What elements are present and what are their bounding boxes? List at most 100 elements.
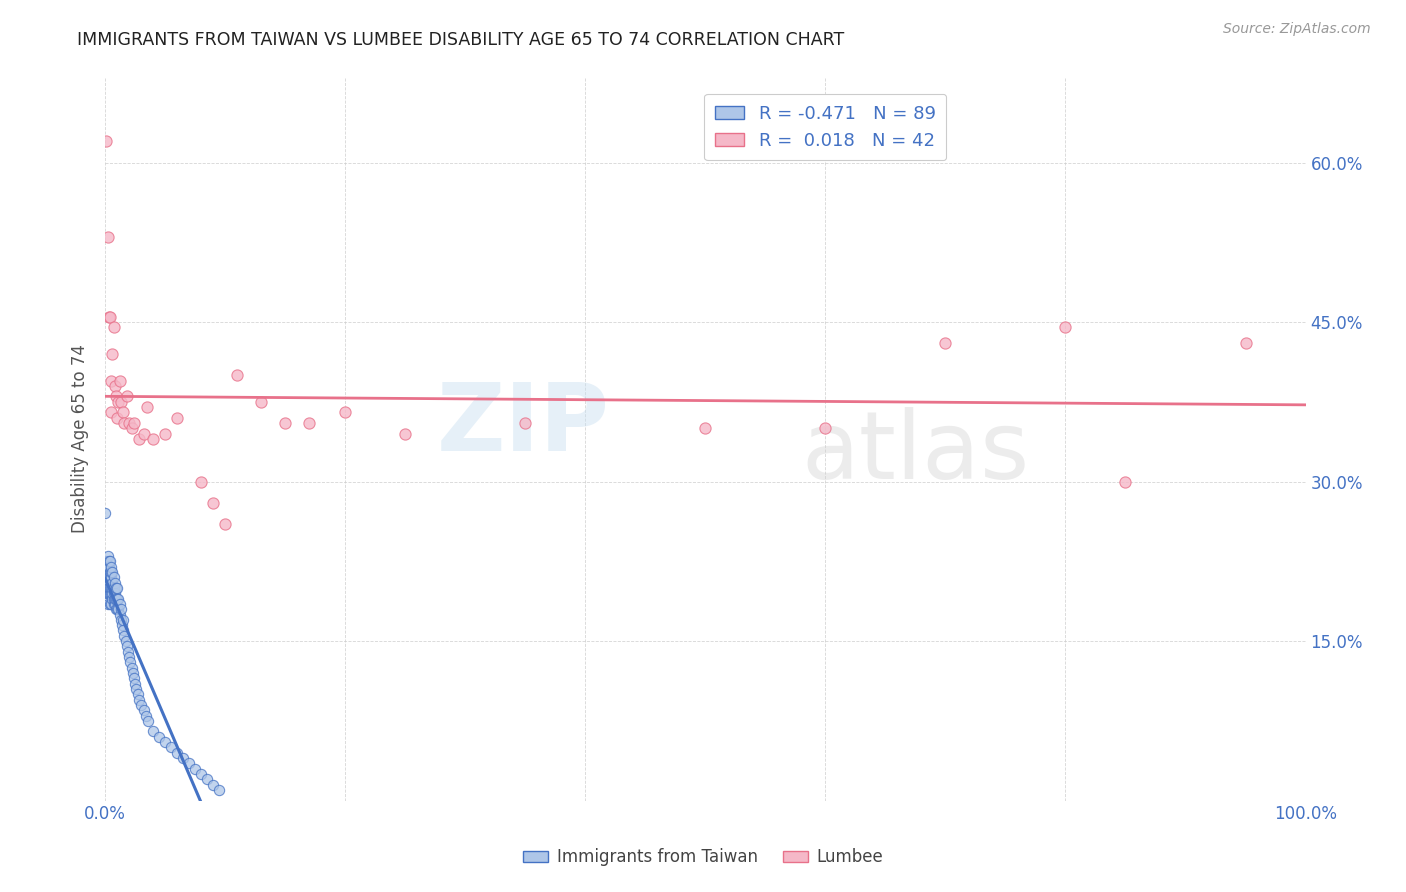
Point xyxy=(111,618,134,632)
Point xyxy=(118,416,141,430)
Point xyxy=(97,559,120,574)
Point xyxy=(103,597,125,611)
Point xyxy=(190,475,212,489)
Point xyxy=(101,581,124,595)
Point xyxy=(96,586,118,600)
Point xyxy=(155,426,177,441)
Point xyxy=(98,586,121,600)
Point xyxy=(515,416,537,430)
Point xyxy=(226,368,249,383)
Point xyxy=(97,581,120,595)
Point xyxy=(250,394,273,409)
Point xyxy=(112,629,135,643)
Point xyxy=(104,586,127,600)
Point xyxy=(98,597,121,611)
Point xyxy=(105,591,128,606)
Point xyxy=(104,575,127,590)
Point xyxy=(96,565,118,579)
Point xyxy=(132,703,155,717)
Point xyxy=(105,581,128,595)
Point xyxy=(132,426,155,441)
Point xyxy=(107,602,129,616)
Text: Source: ZipAtlas.com: Source: ZipAtlas.com xyxy=(1223,22,1371,37)
Point xyxy=(100,374,122,388)
Point xyxy=(120,656,142,670)
Point xyxy=(103,570,125,584)
Point xyxy=(97,554,120,568)
Point xyxy=(97,570,120,584)
Point xyxy=(118,650,141,665)
Point xyxy=(104,591,127,606)
Point xyxy=(128,432,150,446)
Point xyxy=(97,559,120,574)
Point xyxy=(179,756,201,771)
Point xyxy=(96,559,118,574)
Point xyxy=(160,740,183,755)
Point xyxy=(101,347,124,361)
Point xyxy=(121,421,143,435)
Point xyxy=(97,230,120,244)
Point xyxy=(101,565,124,579)
Point xyxy=(129,698,152,712)
Point xyxy=(202,496,225,510)
Point xyxy=(136,400,159,414)
Point xyxy=(125,681,148,696)
Point xyxy=(122,416,145,430)
Point xyxy=(208,783,231,797)
Point xyxy=(98,310,121,324)
Point xyxy=(97,586,120,600)
Point xyxy=(100,581,122,595)
Text: atlas: atlas xyxy=(801,408,1029,500)
Point xyxy=(112,624,135,638)
Point xyxy=(110,394,132,409)
Point xyxy=(97,597,120,611)
Point xyxy=(105,591,128,606)
Legend: Immigrants from Taiwan, Lumbee: Immigrants from Taiwan, Lumbee xyxy=(516,842,890,873)
Point xyxy=(394,426,416,441)
Text: IMMIGRANTS FROM TAIWAN VS LUMBEE DISABILITY AGE 65 TO 74 CORRELATION CHART: IMMIGRANTS FROM TAIWAN VS LUMBEE DISABIL… xyxy=(77,31,845,49)
Point xyxy=(97,581,120,595)
Point xyxy=(814,421,837,435)
Point xyxy=(114,634,136,648)
Point xyxy=(96,575,118,590)
Point xyxy=(934,336,956,351)
Point xyxy=(195,772,218,787)
Point xyxy=(115,389,138,403)
Point xyxy=(135,708,157,723)
Text: ZIP: ZIP xyxy=(436,378,609,471)
Point xyxy=(142,432,165,446)
Point xyxy=(127,687,149,701)
Point xyxy=(110,602,132,616)
Point xyxy=(110,613,132,627)
Point xyxy=(112,416,135,430)
Point xyxy=(96,134,118,148)
Point xyxy=(100,575,122,590)
Point xyxy=(103,591,125,606)
Point xyxy=(298,416,321,430)
Point xyxy=(121,665,143,680)
Point xyxy=(128,692,150,706)
Point xyxy=(155,735,177,749)
Point xyxy=(172,751,194,765)
Point xyxy=(108,597,131,611)
Point xyxy=(98,565,121,579)
Point xyxy=(100,559,122,574)
Point xyxy=(100,405,122,419)
Point xyxy=(97,549,120,563)
Point xyxy=(1054,320,1077,334)
Point xyxy=(108,607,131,622)
Point xyxy=(117,645,139,659)
Point xyxy=(105,602,128,616)
Legend: R = -0.471   N = 89, R =  0.018   N = 42: R = -0.471 N = 89, R = 0.018 N = 42 xyxy=(704,94,946,161)
Point xyxy=(104,597,127,611)
Point xyxy=(100,570,122,584)
Point xyxy=(100,586,122,600)
Point xyxy=(100,565,122,579)
Point xyxy=(107,591,129,606)
Point xyxy=(214,517,236,532)
Point xyxy=(100,597,122,611)
Point xyxy=(101,586,124,600)
Point xyxy=(97,586,120,600)
Point xyxy=(1234,336,1257,351)
Point xyxy=(166,410,188,425)
